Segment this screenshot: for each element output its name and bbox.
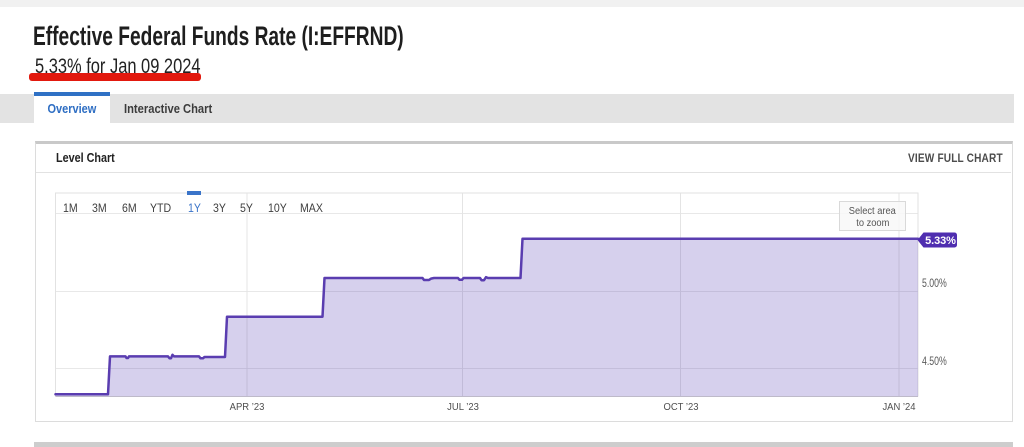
svg-text:5.33%: 5.33% — [925, 235, 956, 247]
